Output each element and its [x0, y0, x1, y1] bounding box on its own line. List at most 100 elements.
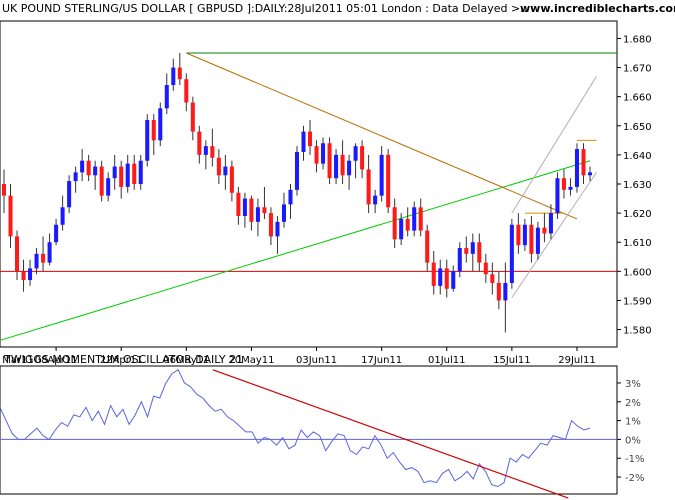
- falling-trendline: [186, 52, 578, 220]
- candle-body: [171, 67, 176, 86]
- candle-body: [1, 184, 7, 196]
- candle-body: [509, 224, 514, 283]
- candle-body: [41, 253, 46, 263]
- brand-label[interactable]: www.incrediblecharts.com: [520, 2, 675, 15]
- candle-body: [405, 218, 410, 231]
- candle-body: [366, 169, 371, 205]
- candle-body: [138, 160, 143, 184]
- candle-body: [106, 178, 111, 196]
- candle-body: [190, 102, 195, 132]
- candle-body: [516, 224, 521, 246]
- candle-body: [301, 131, 306, 152]
- candle-body: [425, 230, 430, 263]
- price-tick-label: 1.680: [623, 34, 652, 45]
- price-annotations: [0, 52, 617, 341]
- channel-lower: [511, 172, 597, 298]
- price-tick-label: 1.650: [623, 122, 652, 133]
- candle-body: [28, 268, 33, 281]
- candle-body: [334, 154, 339, 179]
- candle-body: [308, 131, 313, 147]
- candle-body: [262, 207, 267, 214]
- candle-body: [438, 268, 443, 286]
- price-tick-label: 1.590: [623, 296, 652, 307]
- candle-body: [457, 248, 462, 272]
- candle-body: [268, 213, 273, 237]
- candle-body: [216, 157, 221, 176]
- candle-body: [373, 195, 378, 205]
- candle-body: [321, 143, 326, 164]
- candle-body: [444, 268, 449, 289]
- price-axis: 1.580 1.590 1.600 1.610 1.620 1.630 1.640 1.650…: [617, 34, 652, 337]
- candle-body: [542, 227, 547, 234]
- oscillator-panel-frame: [0, 365, 618, 495]
- candle-body: [21, 271, 26, 281]
- date-tick-label: 17Jun11: [361, 355, 402, 366]
- candle-body: [327, 143, 332, 179]
- date-tick-label: 20May11: [228, 355, 274, 366]
- price-tick-label: 1.670: [623, 64, 652, 75]
- oscillator-series: [0, 369, 591, 499]
- date-tick-label: Mar11: [2, 355, 34, 366]
- candle-body: [522, 224, 527, 246]
- candle-body: [236, 192, 241, 217]
- candlestick-series: [1, 53, 593, 333]
- oscillator-tick-label: 0%: [625, 435, 641, 446]
- candle-body: [340, 154, 345, 176]
- price-tick-label: 1.660: [623, 93, 652, 104]
- price-tick-label: 1.600: [623, 267, 652, 278]
- date-axis: Mar11 08Apr11 22Apr11 06May11 20May11 03Jun11…: [2, 347, 596, 366]
- date-tick-label: 22Apr11: [100, 355, 143, 366]
- price-tick-label: 1.580: [623, 326, 652, 337]
- candle-body: [203, 146, 208, 155]
- candle-body: [60, 207, 65, 225]
- candle-body: [431, 262, 436, 286]
- candle-body: [15, 236, 20, 272]
- candle-body: [503, 282, 508, 301]
- chart-title: UK POUND STERLING/US DOLLAR [ GBPUSD ]:D…: [2, 2, 527, 15]
- candle-body: [529, 224, 534, 254]
- candle-body: [67, 181, 72, 208]
- oscillator-title: TWIGGS MOMENTUM OSCILLATOR DAILY 21: [3, 353, 243, 366]
- candle-body: [548, 213, 553, 234]
- candle-body: [158, 108, 163, 141]
- candle-body: [288, 189, 293, 205]
- candle-body: [249, 198, 254, 222]
- oscillator-tick-label: 1%: [625, 417, 641, 428]
- candle-body: [119, 166, 124, 187]
- candle-body: [561, 178, 566, 190]
- candle-body: [496, 282, 501, 301]
- candle-body: [451, 271, 456, 289]
- candle-body: [294, 151, 300, 190]
- candle-body: [145, 119, 150, 161]
- candle-body: [8, 195, 13, 237]
- candle-body: [210, 146, 215, 158]
- candle-body: [568, 186, 573, 190]
- candle-body: [353, 146, 358, 161]
- candle-body: [86, 160, 91, 176]
- candle-body: [80, 160, 85, 173]
- candle-body: [125, 163, 130, 187]
- candle-body: [93, 166, 98, 176]
- candle-body: [73, 172, 78, 182]
- price-tick-label: 1.630: [623, 180, 652, 191]
- rising-trendline: [0, 160, 591, 341]
- candle-body: [229, 166, 234, 193]
- candle-body: [360, 146, 365, 170]
- oscillator-trendline: [212, 369, 569, 499]
- oscillator-tick-label: 3%: [625, 379, 641, 390]
- date-tick-label: 29Jul11: [558, 355, 596, 366]
- oscillator-tick-label: -2%: [625, 473, 644, 484]
- candle-body: [275, 221, 280, 237]
- channel-upper: [511, 76, 597, 214]
- candle-body: [535, 227, 540, 254]
- price-tick-label: 1.610: [623, 238, 652, 249]
- candle-body: [99, 166, 104, 196]
- date-tick-label: 01Jul11: [428, 355, 466, 366]
- price-tick-label: 1.640: [623, 151, 652, 162]
- candle-body: [151, 119, 156, 141]
- candle-body: [587, 172, 593, 176]
- date-tick-label: 03Jun11: [296, 355, 337, 366]
- candle-body: [132, 163, 137, 184]
- candle-body: [379, 154, 384, 196]
- candle-body: [164, 85, 169, 109]
